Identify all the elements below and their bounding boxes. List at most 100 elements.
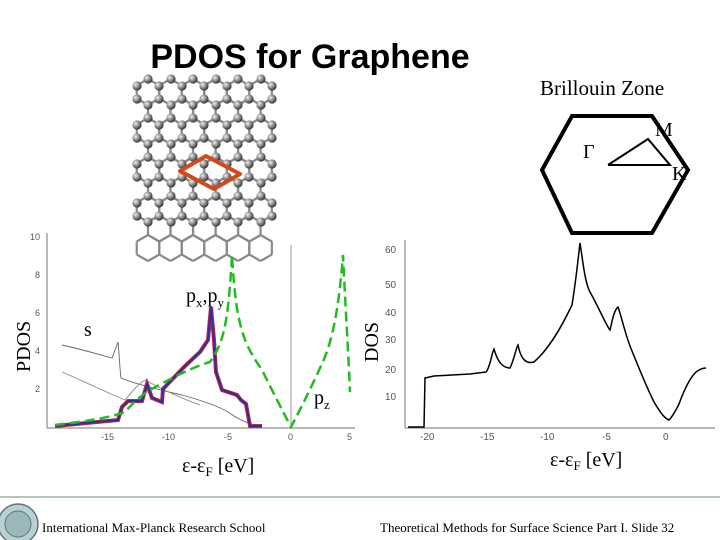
pdos-ytick-2: 2	[35, 384, 40, 394]
carbon-atom	[199, 133, 209, 143]
carbon-atom	[222, 198, 232, 208]
dos-ytick-50: 50	[385, 280, 397, 291]
carbon-atom	[166, 217, 176, 227]
carbon-atom	[211, 113, 221, 123]
carbon-atom	[244, 81, 254, 91]
cc-bond	[181, 234, 194, 243]
carbon-atom	[154, 94, 164, 104]
brillouin-zone-label: Brillouin Zone	[540, 76, 665, 100]
carbon-atom	[188, 191, 198, 201]
carbon-atom	[256, 100, 266, 110]
cc-bond	[181, 253, 194, 262]
graphene-lattice-illustration	[132, 74, 277, 262]
dos-xtick-0: 0	[663, 432, 669, 443]
carbon-atom	[143, 139, 153, 149]
carbon-atom	[267, 159, 277, 169]
carbon-atom	[143, 100, 153, 110]
carbon-atom	[199, 120, 209, 130]
s-pdos-curve	[61, 341, 263, 428]
dos-ytick-60: 60	[385, 245, 397, 256]
dos-xlabel: ε-εF [eV]	[550, 449, 622, 473]
pdos-xtick-m5: -5	[224, 432, 232, 442]
cc-bond	[237, 234, 250, 243]
carbon-atom	[132, 211, 142, 221]
pdos-xtick-m15: -15	[101, 432, 114, 442]
carbon-atom	[211, 191, 221, 201]
carbon-atom	[199, 159, 209, 169]
carbon-atom	[222, 211, 232, 221]
carbon-atom	[143, 152, 153, 162]
carbon-atom	[154, 133, 164, 143]
carbon-atom	[199, 81, 209, 91]
footer-right-text: Theoretical Methods for Surface Science …	[380, 520, 675, 535]
cc-bond	[226, 234, 239, 243]
cc-bond	[147, 234, 160, 243]
total-dos-curve	[408, 242, 707, 428]
dos-xtick-m20: -20	[420, 432, 435, 443]
carbon-atom	[132, 159, 142, 169]
carbon-atom	[166, 74, 176, 84]
unit-cell-rhombus	[178, 154, 242, 191]
carbon-atom	[143, 191, 153, 201]
carbon-atom	[132, 120, 142, 130]
carbon-atom	[222, 81, 232, 91]
s-label: s	[84, 319, 92, 341]
carbon-atom	[211, 74, 221, 84]
pxpy-pdos-curve	[54, 306, 262, 427]
carbon-atom	[267, 211, 277, 221]
institute-seal-logo	[0, 503, 39, 540]
carbon-atom	[211, 217, 221, 227]
carbon-atom	[166, 152, 176, 162]
cc-bond	[214, 234, 228, 243]
carbon-atom	[256, 191, 266, 201]
carbon-atom	[132, 172, 142, 182]
dos-ylabel: DOS	[361, 322, 383, 362]
carbon-atom	[177, 133, 187, 143]
m-point-label: M	[655, 119, 673, 141]
pdos-ytick-4: 4	[35, 346, 40, 356]
carbon-atom	[256, 152, 266, 162]
carbon-atom	[154, 211, 164, 221]
carbon-atom	[233, 217, 243, 227]
carbon-atom	[166, 100, 176, 110]
carbon-atom	[132, 198, 142, 208]
cc-bond	[192, 253, 205, 262]
carbon-atom	[132, 94, 142, 104]
brillouin-zone-hexagon	[539, 114, 691, 235]
cc-bond	[136, 253, 149, 262]
carbon-atom	[166, 191, 176, 201]
carbon-atom	[177, 211, 187, 221]
pdos-xtick-5: 5	[347, 432, 352, 442]
carbon-atom	[199, 211, 209, 221]
carbon-atom	[188, 74, 198, 84]
carbon-atom	[154, 81, 164, 91]
carbon-atom	[177, 81, 187, 91]
carbon-atom	[267, 120, 277, 130]
carbon-atom	[143, 178, 153, 188]
carbon-atom	[233, 178, 243, 188]
pdos-xtick-0: 0	[288, 432, 293, 442]
irreducible-wedge	[607, 137, 673, 166]
carbon-atom	[132, 133, 142, 143]
carbon-atom	[267, 172, 277, 182]
carbon-atom	[211, 139, 221, 149]
carbon-atom	[244, 120, 254, 130]
footer-left-text: International Max-Planck Research School	[42, 520, 266, 535]
pdos-ytick-8: 8	[35, 270, 40, 280]
carbon-atom	[143, 217, 153, 227]
dos-plot: 10 20 30 40 50 60 -20 -15 -10 -5 0 DOS ε…	[361, 240, 715, 473]
pz-pdos-curve	[54, 254, 352, 430]
carbon-atom	[211, 100, 221, 110]
cc-bond	[169, 234, 183, 243]
carbon-atom	[244, 172, 254, 182]
carbon-atom	[199, 172, 209, 182]
cc-bond	[203, 253, 217, 262]
carbon-atom	[199, 198, 209, 208]
carbon-atom	[256, 113, 266, 123]
carbon-atom	[166, 113, 176, 123]
s-pdos-curve-secondary	[61, 371, 201, 406]
cc-bond	[214, 253, 228, 262]
carbon-atom	[188, 152, 198, 162]
dos-ytick-30: 30	[385, 335, 397, 346]
pxpy-label: px,py	[186, 285, 225, 310]
